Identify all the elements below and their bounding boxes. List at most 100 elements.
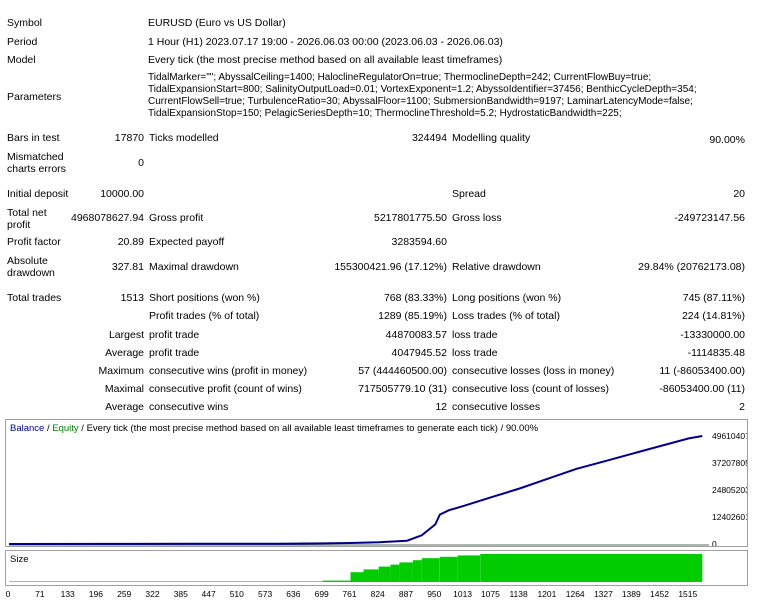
ticks-label: Ticks modelled [149,132,219,144]
mismatched-value: 0 [138,157,144,169]
maximal-label: Maximal [104,383,144,395]
net-profit-label-2: profit [7,219,31,231]
x-tick-label: 1201 [537,589,556,599]
balance-chart-panel: Balance / Equity / Every tick (the most … [5,419,748,547]
model-label: Model [7,54,36,66]
ticks-value: 324494 [411,132,447,144]
size-panel: Size [5,550,748,586]
max-consecutive-losses-label: consecutive losses (loss in money) [452,365,615,377]
size-bar [363,569,379,582]
size-bar [399,562,413,582]
y-tick-label: 0 [712,539,717,546]
average-consecutive-losses-label: consecutive losses [452,401,541,413]
average-label: Average [105,347,144,359]
maximal-drawdown-label: Maximal drawdown [149,261,239,273]
average-consecutive-wins-label: consecutive wins [149,401,229,413]
x-tick-label: 0 [6,589,11,599]
x-tick-label: 824 [371,589,385,599]
size-bar [322,580,351,582]
size-bar [421,558,440,582]
x-tick-label: 1013 [453,589,472,599]
model-value: Every tick (the most precise method base… [148,54,503,66]
y-tick-label: 12402601 [712,512,747,522]
x-tick-label: 1138 [509,589,528,599]
bars-label: Bars in test [7,132,60,144]
period-label: Period [7,36,38,48]
long-positions-label: Long positions (won %) [452,292,562,304]
expected-payoff-label: Expected payoff [149,236,225,248]
absolute-drawdown-label-2: drawdown [7,267,55,279]
short-positions-label: Short positions (won %) [149,292,260,304]
maximal-drawdown-value: 155300421.96 (17.12%) [334,261,447,273]
maximal-consecutive-loss-value: -86053400.00 (11) [659,383,745,395]
x-axis: 0 71 133 196 259 322 385 447 510 573 636 699 761 824 8… [6,589,698,599]
x-tick-label: 196 [89,589,103,599]
gross-loss-value: -249723147.56 [674,212,745,224]
max-consecutive-wins-label: consecutive wins (profit in money) [149,365,308,377]
maximal-consecutive-loss-label: consecutive loss (count of losses) [452,383,609,395]
relative-drawdown-label: Relative drawdown [452,261,541,273]
max-consecutive-losses-value: 11 (-86053400.00) [659,365,745,377]
maximal-consecutive-profit-label: consecutive profit (count of wins) [149,383,302,395]
symbol-label: Symbol [7,17,43,29]
size-bar [439,556,458,582]
net-profit-value: 4968078627.94 [71,212,144,224]
x-tick-label: 133 [61,589,75,599]
loss-trades-value: 224 (14.81%) [681,310,745,322]
average-consecutive-losses-value: 2 [739,401,745,413]
size-bar [378,566,391,582]
largest-profit-label: profit trade [149,329,200,341]
balance-chart: 49610407 37207805 24805203 12402601 0 [8,431,747,546]
net-profit-label-1: Total net [7,207,47,219]
average-consecutive-label: Average [105,401,144,413]
average-loss-label: loss trade [452,347,498,359]
largest-label: Largest [108,329,144,341]
size-chart [9,554,703,582]
x-tick-label: 761 [342,589,356,599]
profit-factor-label: Profit factor [7,236,61,248]
size-label: Size [10,554,29,565]
total-trades-label: Total trades [7,292,62,304]
x-tick-label: 510 [230,589,244,599]
y-tick-label: 37207805 [712,458,747,468]
average-profit-value: 4047945.52 [391,347,447,359]
loss-trades-label: Loss trades (% of total) [452,310,560,322]
average-consecutive-wins-value: 12 [435,401,447,413]
x-tick-label: 636 [286,589,300,599]
mismatched-label-1: Mismatched [7,151,64,163]
gross-profit-label: Gross profit [149,212,204,224]
x-tick-label: 1515 [678,589,697,599]
spread-label: Spread [452,188,486,200]
spread-value: 20 [733,188,745,200]
size-bar [9,581,323,582]
gross-loss-label: Gross loss [452,212,502,224]
average-loss-value: -1114835.48 [687,347,745,359]
x-tick-label: 573 [258,589,272,599]
bars-value: 17870 [114,132,144,144]
x-tick-label: 447 [202,589,216,599]
y-tick-label: 49610407 [712,431,747,441]
absolute-drawdown-label-1: Absolute [7,255,48,267]
deposit-label: Initial deposit [7,188,69,200]
x-tick-label: 699 [315,589,329,599]
parameters-value: TidalMarker=""; AbyssalCeiling=1400; Hal… [148,72,697,119]
x-tick-label: 1264 [566,589,585,599]
average-profit-label: profit trade [149,347,200,359]
parameters-label: Parameters [7,91,62,103]
profit-trades-label: Profit trades (% of total) [149,310,260,322]
period-value: 1 Hour (H1) 2023.07.17 19:00 - 2026.06.0… [148,36,503,48]
size-bar [390,564,400,582]
x-tick-label: 887 [399,589,413,599]
size-bar [480,554,703,582]
y-tick-label: 24805203 [712,485,747,495]
size-bar [350,572,364,582]
legend-description: / Every tick (the most precise method ba… [78,423,539,434]
chart-legend: Balance / Equity / Every tick (the most … [10,423,538,434]
relative-drawdown-value: 29.84% (20762173.08) [638,261,745,273]
size-bar [457,555,481,582]
largest-loss-label: loss trade [452,329,498,341]
x-tick-label: 950 [427,589,441,599]
legend-separator: / [44,423,53,434]
short-positions-value: 768 (83.33%) [383,292,447,304]
mismatched-label-2: charts errors [7,163,66,175]
